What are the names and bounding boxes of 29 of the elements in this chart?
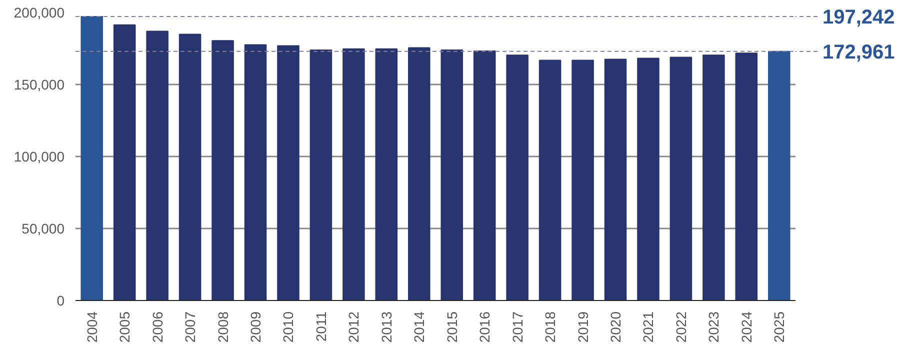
x-tick-label: 2007	[182, 311, 198, 343]
x-tick-label: 2024	[738, 311, 754, 343]
x-tick-label: 2014	[411, 311, 428, 343]
y-tick-label: 200,000	[14, 4, 65, 20]
x-tick-label: 2021	[640, 311, 656, 343]
y-tick-label: 100,000	[14, 148, 65, 164]
x-tick-label: 2008	[214, 311, 231, 343]
y-tick-label: 0	[56, 292, 65, 308]
x-tick-label: 2016	[476, 311, 493, 343]
x-tick-label: 2005	[116, 311, 133, 343]
x-tick-label: 2025	[771, 311, 788, 343]
x-tick-label: 2004	[84, 311, 100, 343]
x-tick-label: 2017	[509, 311, 526, 343]
x-tick-label: 2019	[574, 311, 591, 343]
x-tick-label: 2012	[346, 311, 362, 343]
x-tick-label: 2006	[149, 311, 166, 343]
x-tick-label: 2023	[706, 311, 722, 343]
y-tick-label: 50,000	[22, 220, 65, 236]
x-tick-label: 2015	[444, 311, 460, 343]
x-tick-label: 2011	[312, 311, 329, 342]
x-tick-label: 2009	[248, 311, 264, 343]
y-tick-label: 150,000	[14, 76, 65, 92]
x-tick-label: 2022	[672, 311, 689, 343]
x-tick-label: 2010	[280, 311, 296, 343]
x-tick-label: 2020	[608, 311, 624, 343]
x-tick-label: 2013	[378, 311, 394, 343]
ref-line-label: 172,961	[822, 41, 895, 64]
ref-line-label: 197,242	[822, 6, 895, 28]
x-tick-label: 2018	[542, 311, 558, 343]
